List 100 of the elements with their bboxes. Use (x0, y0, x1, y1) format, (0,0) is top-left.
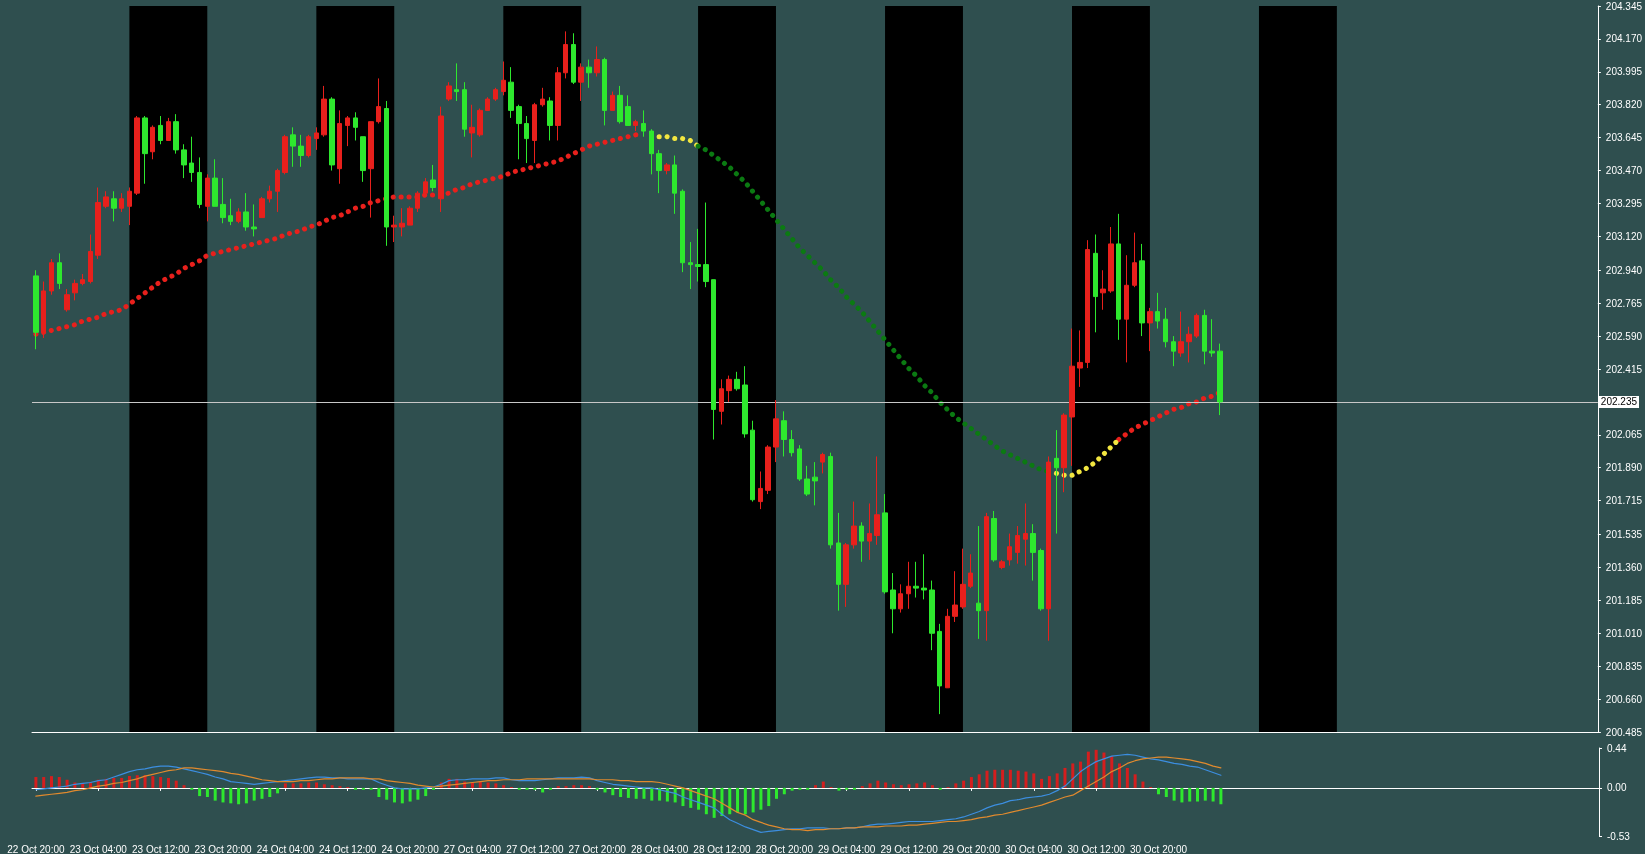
candlestick (765, 444, 771, 495)
candlestick (64, 288, 70, 313)
candlestick (142, 115, 148, 185)
candlestick (906, 561, 911, 610)
candlestick (859, 521, 864, 563)
candlestick (516, 104, 522, 160)
candlestick (282, 134, 288, 175)
candlestick (197, 156, 202, 209)
bar (868, 783, 872, 788)
candlestick (789, 429, 794, 457)
bar (728, 787, 732, 815)
candlestick (843, 542, 849, 608)
candlestick (1061, 412, 1067, 493)
candlestick (532, 102, 537, 164)
y-tick-label: 204.345 (1605, 0, 1643, 12)
bar (907, 784, 911, 788)
candlestick (1202, 309, 1207, 365)
candlestick (952, 570, 958, 623)
candlestick (758, 471, 763, 510)
candlestick (57, 252, 62, 290)
candlestick (485, 96, 490, 111)
x-tick-label: 29 Oct 12:00 (880, 843, 939, 854)
candlestick (1178, 311, 1184, 358)
bar (876, 780, 880, 788)
candlestick (1194, 313, 1199, 339)
bar (1172, 787, 1176, 801)
candlestick (804, 465, 810, 497)
bar (611, 787, 615, 796)
bar (1211, 787, 1215, 802)
candlestick (1217, 343, 1223, 416)
candlestick (376, 77, 381, 125)
candlestick (781, 410, 787, 457)
y-tick-label: 203.470 (1605, 165, 1643, 177)
candlestick (501, 60, 506, 96)
candlestick (991, 510, 997, 563)
candlestick (1139, 243, 1145, 337)
candlestick (267, 185, 272, 204)
bar (634, 787, 638, 799)
bar (213, 787, 217, 801)
y-tick-label: 200.485 (1605, 726, 1643, 738)
candlestick (1186, 326, 1192, 363)
candlestick (836, 512, 841, 612)
bar (1164, 787, 1168, 797)
candlestick (384, 100, 389, 247)
candlestick (314, 126, 319, 151)
bar (1032, 773, 1036, 788)
candlestick (446, 81, 452, 102)
bar (1141, 781, 1145, 788)
candlestick (353, 111, 358, 141)
bar (1008, 769, 1012, 788)
x-tick-label: 24 Oct 20:00 (381, 843, 440, 854)
bar (502, 785, 506, 788)
candlestick (1132, 232, 1137, 288)
candlestick (1085, 239, 1090, 369)
bar (1110, 756, 1114, 788)
candlestick (41, 281, 46, 339)
candlestick (391, 215, 397, 243)
candlestick (181, 143, 187, 179)
bar (977, 774, 981, 788)
candlestick (150, 124, 155, 160)
bar (229, 787, 233, 804)
y-tick-label: 200.835 (1605, 660, 1643, 672)
candlestick (399, 207, 405, 237)
bar (221, 787, 225, 803)
bar (821, 781, 825, 788)
candlestick (594, 45, 600, 78)
y-tick-label: 204.170 (1605, 33, 1643, 45)
candlestick (243, 192, 249, 232)
candlestick (72, 279, 78, 301)
y-tick-label: 202.765 (1605, 297, 1643, 309)
bar (962, 780, 966, 788)
candlestick (625, 94, 631, 126)
candlestick (1171, 335, 1176, 367)
bar (751, 787, 755, 813)
candlestick (797, 444, 802, 482)
candlestick (773, 399, 779, 463)
bar (166, 777, 170, 788)
x-tick-label: 24 Oct 12:00 (319, 843, 377, 854)
candlestick (212, 158, 218, 207)
bar (385, 787, 389, 800)
x-tick-label: 23 Oct 20:00 (194, 843, 253, 854)
candlestick (290, 126, 296, 168)
candlestick (134, 115, 140, 196)
candlestick (828, 452, 833, 550)
x-tick-label: 29 Oct 04:00 (818, 843, 876, 854)
candlestick (578, 62, 584, 102)
candlestick (968, 553, 973, 589)
x-tick-label: 23 Oct 04:00 (69, 843, 128, 854)
y-tick-label: 202.415 (1605, 363, 1643, 375)
candlestick (80, 273, 85, 286)
y-tick-label: 0.44 (1607, 742, 1627, 754)
candlestick (306, 134, 311, 158)
bar (837, 787, 841, 791)
bar (759, 787, 763, 810)
bar (252, 787, 256, 801)
bar (291, 783, 295, 788)
x-tick-label: 28 Oct 12:00 (693, 843, 752, 854)
bar (268, 787, 272, 797)
x-tick-label: 27 Oct 12:00 (506, 843, 564, 854)
bar (572, 785, 576, 788)
